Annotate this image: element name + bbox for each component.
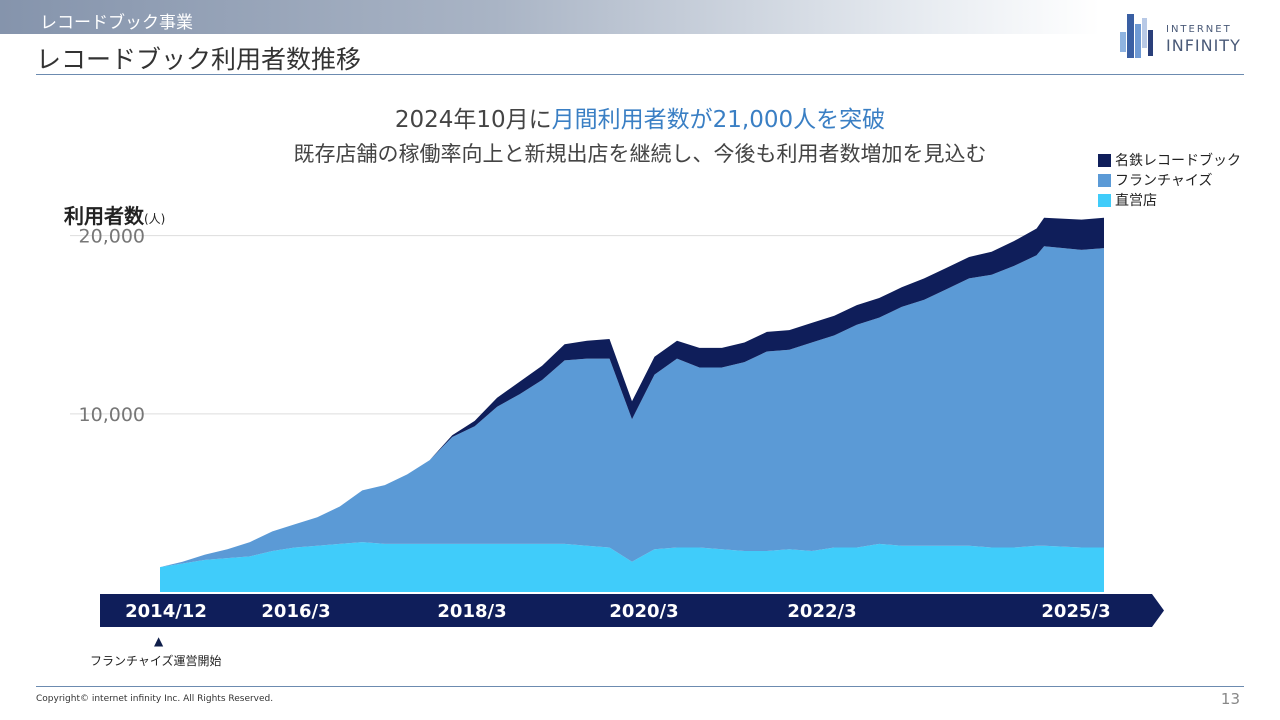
legend-label-meitetsu: 名鉄レコードブック: [1115, 153, 1241, 169]
y-axis-unit: (人): [144, 212, 166, 226]
legend-swatch-meitetsu: [1098, 153, 1111, 167]
franchise-start-note: フランチャイズ運営開始: [90, 654, 222, 668]
timeline-label: 2020/3: [609, 601, 678, 622]
headline: 2024年10月に月間利用者数が21,000人を突破: [0, 100, 1280, 134]
logo-mark-icon: [1120, 14, 1153, 58]
legend-label-direct: 直営店: [1115, 193, 1157, 209]
timeline-label: 2018/3: [437, 601, 506, 622]
footer-divider: [36, 686, 1244, 687]
franchise-start-marker: ▲: [154, 634, 164, 648]
logo-line1: INTERNET: [1166, 24, 1232, 35]
chart-legend: 名鉄レコードブック フランチャイズ 直営店: [1098, 150, 1241, 210]
headline-part1: 2024年10月に: [394, 107, 552, 133]
y-tick-label: 10,000: [79, 404, 145, 426]
area-franchise: [160, 246, 1104, 568]
timeline-label: 2016/3: [261, 601, 330, 622]
company-logo: INTERNET INFINITY: [1118, 10, 1248, 62]
page-title: レコードブック利用者数推移: [36, 45, 362, 74]
legend-swatch-direct: [1098, 193, 1111, 207]
legend-item-direct: 直営店: [1098, 190, 1241, 210]
y-axis-title: 利用者数(人): [64, 200, 165, 229]
area-meitetsu: [160, 217, 1104, 568]
headline-subtext: 既存店舗の稼働率向上と新規出店を継続し、今後も利用者数増加を見込む: [293, 142, 987, 166]
legend-item-meitetsu: 名鉄レコードブック: [1098, 150, 1241, 170]
y-tick-label: 20,000: [79, 226, 145, 248]
section-label: レコードブック事業: [40, 13, 193, 33]
area-direct: [160, 542, 1104, 592]
timeline-label: 2025/3: [1041, 601, 1110, 622]
page-number: 13: [1220, 690, 1240, 708]
header-band: [0, 0, 1100, 34]
headline-highlight: 月間利用者数が21,000人を突破: [551, 107, 886, 133]
timeline-label: 2014/12: [125, 601, 207, 622]
y-axis-label: 利用者数: [64, 204, 144, 228]
copyright: Copyright© internet infinity Inc. All Ri…: [36, 694, 274, 704]
timeline-bar: [100, 594, 1164, 627]
legend-swatch-franchise: [1098, 173, 1111, 187]
logo-line2: INFINITY: [1166, 36, 1241, 55]
header-divider: [36, 74, 1244, 75]
legend-item-franchise: フランチャイズ: [1098, 170, 1241, 190]
timeline-label: 2022/3: [787, 601, 856, 622]
legend-label-franchise: フランチャイズ: [1115, 173, 1213, 189]
